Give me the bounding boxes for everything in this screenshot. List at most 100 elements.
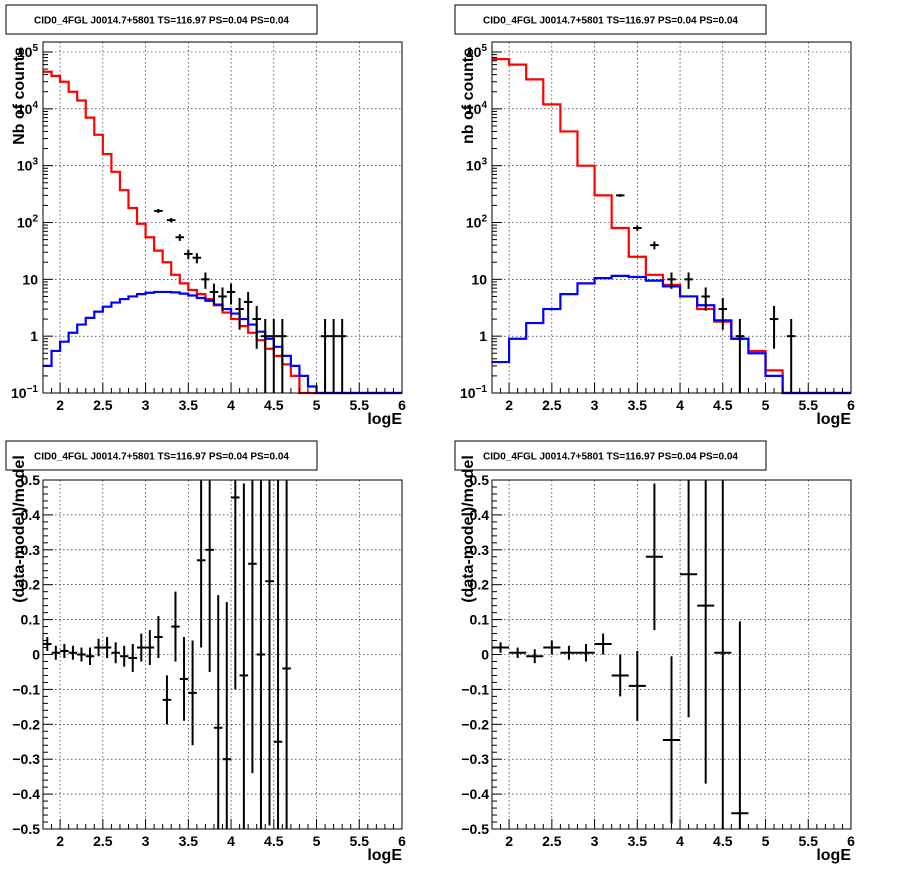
y-tick-label: 0.5 [470, 472, 490, 488]
data-point [260, 319, 270, 393]
data-point [179, 637, 189, 721]
data-point [543, 640, 561, 655]
x-tick-label: 5.5 [799, 397, 819, 413]
y-tick-label: −0.1 [461, 681, 489, 697]
data-point [633, 225, 642, 231]
data-point [231, 480, 240, 690]
y-tick-label: 10 [471, 271, 487, 287]
data-point [243, 291, 253, 320]
x-tick-label: 2.5 [542, 833, 562, 849]
data-point [265, 480, 274, 826]
data-point [560, 645, 578, 660]
data-point [201, 272, 210, 289]
x-tick-labels: 2 2.5 3 3.5 4 4.5 5 5.5 6 [505, 397, 855, 413]
x-tick-label: 5 [762, 397, 770, 413]
title-text: CID0_4FGL J0014.7+5801 TS=116.97 PS=0.04… [483, 452, 738, 463]
x-tick-label: 4 [676, 397, 684, 413]
data-point [94, 638, 103, 657]
data-point [205, 480, 214, 672]
data-point [222, 602, 232, 829]
y-tick-label: 0.1 [21, 612, 41, 628]
data-point [667, 272, 676, 289]
y-tick-label: −0.2 [461, 716, 489, 732]
residual-chart-left: CID0_4FGL J0014.7+5801 TS=116.97 PS=0.04… [5, 440, 406, 864]
x-tick-label: 3 [591, 397, 599, 413]
data-point [51, 645, 61, 660]
plot-frame [491, 41, 852, 394]
x-tick-label: 3.5 [179, 397, 199, 413]
y-axis-title: (data-model)/model [11, 455, 28, 603]
data-point [218, 287, 227, 311]
y-tick-label: 0.2 [21, 577, 41, 593]
series-line-model-total [492, 58, 851, 395]
data-point [650, 241, 659, 250]
data-point [154, 616, 163, 658]
y-axis-title: (data-model)/model [460, 455, 477, 603]
data-point [239, 483, 249, 829]
y-tick-label: 0.1 [470, 612, 490, 628]
x-tick-labels: 2 2.5 3 3.5 4 4.5 5 5.5 6 [505, 833, 855, 849]
data-point [731, 621, 749, 829]
x-tick-label: 3.5 [179, 833, 199, 849]
x-tick-label: 2.5 [93, 397, 113, 413]
data-point [769, 305, 779, 349]
x-tick-label: 2.5 [93, 833, 113, 849]
data-point [680, 480, 698, 718]
y-axis-title: nb of counts [460, 48, 477, 144]
data-point [43, 637, 52, 652]
y-tick-label: 0.3 [21, 542, 41, 558]
x-tick-label: 2 [505, 833, 513, 849]
data-point [256, 480, 266, 829]
title-text: CID0_4FGL J0014.7+5801 TS=116.97 PS=0.04… [34, 16, 289, 27]
data-point [68, 645, 78, 660]
data-point [273, 480, 283, 829]
y-tick-label: 104 [466, 100, 488, 117]
data-point [526, 649, 544, 664]
y-tick-label: −0.4 [12, 786, 40, 802]
x-tick-label: 6 [398, 833, 406, 849]
y-tick-label: 0.4 [21, 507, 41, 523]
axis-ticks [42, 51, 403, 394]
y-tick-label: 0.5 [21, 472, 41, 488]
y-tick-label: 1 [479, 328, 487, 344]
chart-title: CID0_4FGL J0014.7+5801 TS=116.97 PS=0.04… [454, 4, 767, 35]
spectrum-chart-left: CID0_4FGL J0014.7+5801 TS=116.97 PS=0.04… [5, 4, 406, 428]
y-tick-label: 0.2 [470, 577, 490, 593]
x-axis-title: logE [816, 411, 851, 428]
data-point [337, 319, 347, 393]
x-tick-label: 5 [313, 833, 321, 849]
x-axis-title: logE [816, 847, 851, 864]
data-point [577, 644, 595, 662]
data-point [248, 480, 257, 774]
x-tick-label: 6 [847, 833, 855, 849]
y-tick-label: 105 [466, 43, 488, 60]
y-tick-label: 0 [32, 647, 40, 663]
y-tick-label: 0 [481, 647, 489, 663]
x-tick-label: 3 [591, 833, 599, 849]
grid-lines [492, 42, 852, 393]
x-tick-label: 4 [227, 833, 235, 849]
x-tick-label: 4.5 [264, 833, 284, 849]
data-point [162, 675, 172, 725]
data-point [196, 480, 206, 648]
data-point [509, 647, 527, 658]
data-point [77, 647, 86, 662]
y-tick-label: −0.2 [12, 716, 40, 732]
x-tick-label: 5 [762, 833, 770, 849]
data-point [320, 319, 330, 393]
axis-ticks [491, 51, 852, 394]
x-tick-label: 4 [676, 833, 684, 849]
data-point [269, 319, 279, 393]
data-point [209, 283, 219, 305]
y-tick-label: 103 [466, 157, 488, 174]
plot-area [43, 480, 291, 829]
grid-lines [43, 42, 403, 393]
x-tick-label: 2.5 [542, 397, 562, 413]
y-tick-labels: 10−1 1 10 102 103 104 105 [11, 43, 38, 401]
y-axis-title: Nb of counts [11, 47, 28, 145]
data-point [171, 591, 180, 662]
y-tick-label: 0.3 [470, 542, 490, 558]
x-tick-label: 2 [505, 397, 513, 413]
data-point [166, 218, 176, 223]
